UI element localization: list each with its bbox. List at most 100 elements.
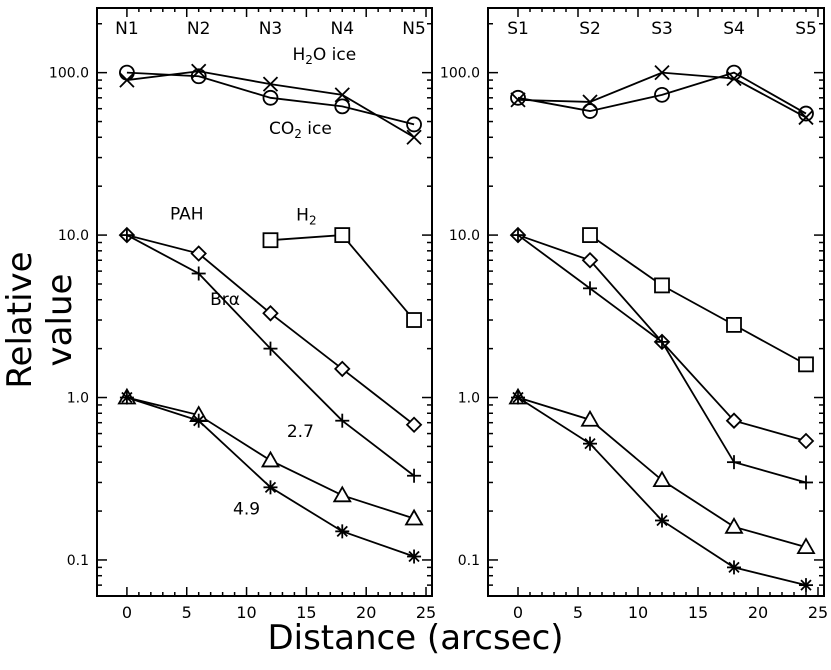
- x-tick-label: 15: [688, 603, 708, 622]
- series-annotation: H2O ice: [292, 45, 356, 67]
- marker-shape: [190, 68, 207, 85]
- data-point: [190, 245, 207, 262]
- data-point: [335, 524, 350, 539]
- plot-frame: [487, 7, 825, 597]
- marker-shape: [724, 516, 744, 534]
- data-point: [655, 334, 669, 349]
- data-point: [119, 228, 134, 243]
- data-point: [262, 76, 279, 92]
- data-point: [654, 86, 670, 103]
- marker-shape: [582, 227, 598, 243]
- series-line: [589, 234, 807, 366]
- marker-shape: [262, 232, 279, 249]
- data-point: [727, 455, 741, 470]
- data-point: [580, 409, 600, 427]
- series-2-7: [508, 387, 816, 555]
- x-tick-label: 10: [236, 603, 256, 622]
- marker-shape: [405, 416, 423, 434]
- series-line: [126, 396, 415, 558]
- marker-stroke: [510, 92, 526, 108]
- data-point: [260, 450, 281, 468]
- marker-shape: [796, 537, 816, 555]
- position-label: S1: [507, 19, 529, 39]
- data-point: [511, 228, 525, 243]
- marker-shape: [334, 227, 351, 243]
- series-line: [270, 234, 415, 321]
- data-point: [407, 549, 422, 564]
- x-tick-label: 25: [808, 603, 828, 622]
- marker-shape: [581, 251, 599, 269]
- marker-shape: [334, 98, 351, 115]
- y-tick-label: 1.0: [67, 391, 89, 407]
- y-axis-label: Relative value: [0, 251, 80, 389]
- marker-shape: [652, 470, 672, 488]
- data-point: [655, 513, 669, 528]
- series-line: [517, 234, 807, 484]
- y-tick-label: 10.0: [58, 228, 89, 244]
- marker-shape: [190, 245, 207, 262]
- data-point: [262, 305, 279, 322]
- marker-shape: [119, 64, 135, 81]
- series-br-: [119, 228, 422, 483]
- series-pah: [118, 226, 423, 434]
- data-point: [510, 89, 526, 106]
- data-point: [191, 266, 206, 281]
- marker-shape: [404, 508, 424, 526]
- x-tick-label: 20: [748, 603, 768, 622]
- data-point: [798, 109, 814, 126]
- marker-stroke: [798, 109, 814, 126]
- marker-stroke: [656, 514, 668, 527]
- series-co2-ice: [510, 64, 814, 122]
- data-point: [798, 356, 814, 373]
- series-br-: [511, 228, 813, 490]
- series-annotation: 2.7: [287, 422, 314, 442]
- y-tick-label: 10.0: [449, 228, 480, 244]
- marker-shape: [726, 316, 742, 333]
- marker-shape: [798, 105, 814, 122]
- marker-stroke: [726, 70, 742, 87]
- data-point: [190, 68, 207, 85]
- data-point: [799, 475, 813, 490]
- marker-shape: [797, 432, 815, 450]
- marker-shape: [580, 409, 600, 427]
- marker-shape: [260, 450, 281, 468]
- position-label: S4: [723, 19, 745, 39]
- marker-shape: [726, 64, 742, 81]
- x-axis-label: Distance (arcsec): [267, 618, 564, 658]
- marker-stroke: [800, 579, 812, 591]
- data-point: [726, 316, 742, 333]
- data-point: [582, 227, 598, 243]
- marker-stroke: [262, 76, 279, 92]
- data-point: [334, 227, 351, 243]
- series-h2: [582, 227, 814, 373]
- data-point: [511, 390, 525, 405]
- data-point: [726, 64, 742, 81]
- marker-stroke: [728, 561, 740, 574]
- position-label: N1: [115, 19, 139, 39]
- marker-stroke: [654, 65, 670, 81]
- series-line: [126, 234, 415, 426]
- y-tick-label: 0.1: [458, 553, 480, 569]
- series-4-9: [511, 390, 813, 593]
- marker-shape: [262, 89, 279, 106]
- marker-shape: [332, 485, 352, 503]
- data-point: [797, 432, 815, 450]
- data-point: [583, 436, 597, 451]
- marker-shape: [510, 89, 526, 106]
- series-co2-ice: [119, 64, 422, 133]
- series-line: [517, 396, 807, 586]
- data-point: [334, 98, 351, 115]
- x-tick-label: 10: [628, 603, 648, 622]
- x-tick-label: 5: [182, 603, 192, 622]
- data-point: [262, 89, 279, 106]
- panel-north: 0 5 10 15 20 25 0.1 1.0 10.0 100.0 N1 N2 N3 N4 N5 H2O i…: [49, 7, 436, 622]
- data-point: [799, 578, 813, 593]
- data-point: [796, 537, 816, 555]
- marker-shape: [262, 305, 279, 322]
- marker-stroke: [512, 391, 524, 404]
- marker-stroke: [584, 438, 596, 450]
- data-point: [727, 560, 741, 575]
- data-point: [407, 468, 422, 483]
- data-point: [404, 508, 424, 526]
